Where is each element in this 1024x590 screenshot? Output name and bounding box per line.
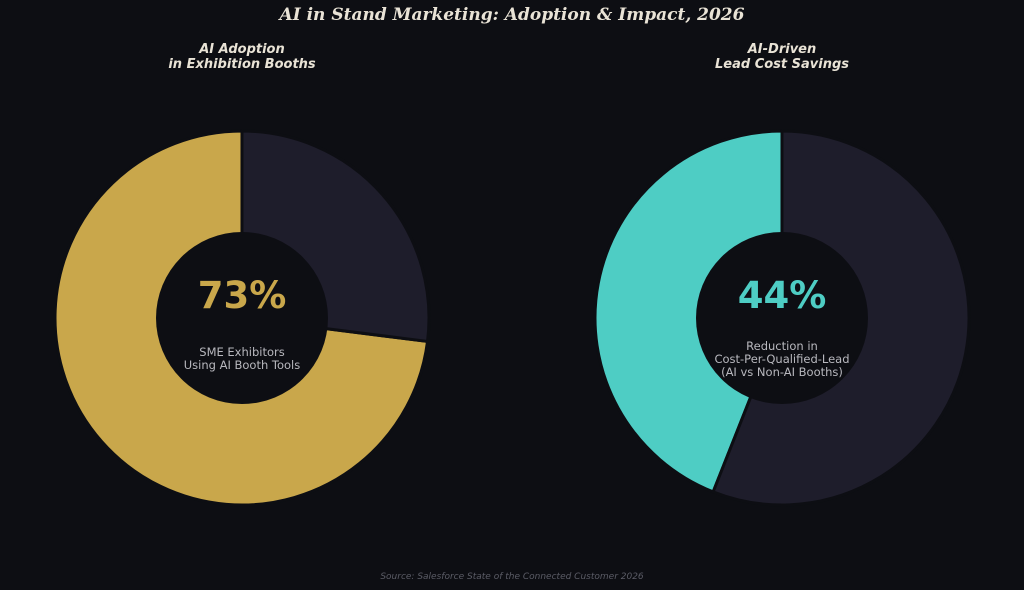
right-center-label-line-3: (AI vs Non-AI Booths): [721, 365, 843, 379]
right-center-value: 44%: [738, 274, 827, 317]
right-chart-title-line-2: Lead Cost Savings: [714, 57, 850, 72]
right-center-label-line-1: Reduction in: [746, 339, 818, 353]
left-center-label-line-2: Using AI Booth Tools: [184, 358, 301, 372]
left-chart-title-line-1: AI Adoption: [199, 42, 285, 57]
right-chart-title: AI-Driven Lead Cost Savings: [632, 42, 932, 72]
left-center-label-line-1: SME Exhibitors: [199, 345, 284, 359]
left-chart-title: AI Adoption in Exhibition Booths: [92, 42, 392, 72]
left-center-value: 73%: [198, 274, 287, 317]
right-chart-title-line-1: AI-Driven: [747, 42, 817, 57]
source-note: Source: Salesforce State of the Connecte…: [380, 572, 644, 582]
right-donut-hole: [696, 232, 868, 404]
left-chart-title-line-2: in Exhibition Booths: [168, 57, 316, 72]
chart-title: AI in Stand Marketing: Adoption & Impact…: [279, 5, 745, 25]
left-donut-hole: [156, 232, 328, 404]
right-center-label-line-2: Cost-Per-Qualified-Lead: [714, 352, 849, 366]
right-donut-slice-0: [593, 129, 784, 494]
